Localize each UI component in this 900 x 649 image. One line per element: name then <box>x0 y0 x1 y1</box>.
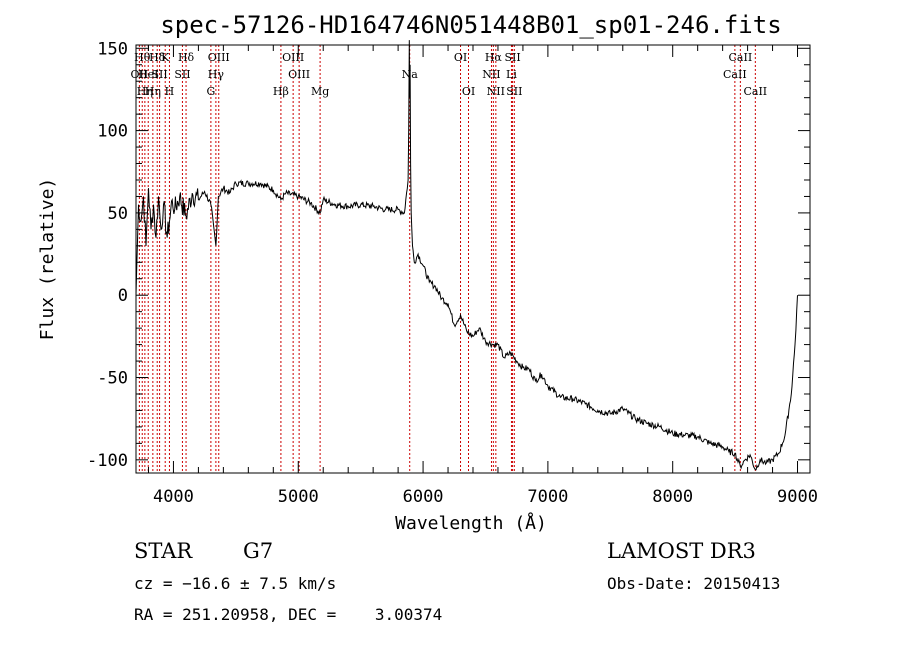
line-marker-label: CaII <box>729 51 753 64</box>
line-marker-label: Hθ <box>134 51 151 64</box>
line-marker-label: OI <box>454 51 467 64</box>
x-tick-label: 7000 <box>527 487 568 507</box>
line-marker-label: SII <box>151 68 167 81</box>
line-marker-label: OIII <box>288 68 310 81</box>
y-tick-label: -100 <box>87 451 128 471</box>
line-marker-label: CaII <box>743 85 767 98</box>
observation-date: Obs-Date: 20150413 <box>607 574 780 593</box>
y-tick-label: -50 <box>97 369 128 389</box>
line-marker-label: SII <box>174 68 190 81</box>
line-marker-label: OII <box>131 68 149 81</box>
line-marker-label: NII <box>487 85 505 98</box>
survey-name: LAMOST DR3 <box>607 539 756 563</box>
line-marker-label: Hη <box>145 85 161 98</box>
y-axis-label: Flux (relative) <box>37 178 58 341</box>
line-marker-label: HeI <box>138 68 158 81</box>
line-marker-label: Hδ <box>178 51 195 64</box>
line-marker-label: Li <box>506 68 517 81</box>
y-tick-label: 50 <box>108 204 128 224</box>
line-marker-label: G <box>206 85 215 98</box>
line-marker-label: NII <box>482 68 500 81</box>
line-marker-label: Mg <box>311 85 329 98</box>
emission-line-markers <box>138 45 756 473</box>
emission-line-labels: OII Hθ Hη HeI Hη Hδ SII K H SII Hδ G Hγ OIII Hβ OIII OII… <box>131 51 768 98</box>
x-tick-label: 9000 <box>777 487 818 507</box>
line-marker-label: H <box>165 85 175 98</box>
x-tick-label: 5000 <box>278 487 319 507</box>
x-tick-label: 4000 <box>153 487 194 507</box>
line-marker-label: CaII <box>723 68 747 81</box>
line-marker-label: Hδ <box>149 51 166 64</box>
line-marker-label: SII <box>506 85 522 98</box>
y-tick-label: 0 <box>118 286 128 306</box>
x-axis-label: Wavelength (Å) <box>395 512 547 534</box>
x-tick-label: 6000 <box>403 487 444 507</box>
line-marker-label: OIII <box>282 51 304 64</box>
line-marker-label: Hα <box>485 51 503 64</box>
line-marker-label: OI <box>462 85 475 98</box>
line-marker-label: Hη <box>137 85 153 98</box>
line-marker-label: K <box>161 51 170 64</box>
x-tick-label: 8000 <box>652 487 693 507</box>
line-marker-label: OIII <box>208 51 230 64</box>
object-subclass: G7 <box>243 539 273 563</box>
redshift-velocity: cz = −16.6 ± 7.5 km/s <box>134 574 336 593</box>
spectrum-line <box>135 40 798 471</box>
line-marker-label: SII <box>504 51 520 64</box>
object-class: STAR <box>134 539 193 563</box>
plot-frame <box>135 44 811 474</box>
y-axis-ticks: -100 -50 0 50 100 150 <box>87 39 810 471</box>
y-tick-label: 150 <box>97 39 128 59</box>
x-axis-ticks: 4000 5000 6000 7000 8000 9000 <box>147 45 818 507</box>
ra-dec-coordinates: RA = 251.20958, DEC = 3.00374 <box>134 605 442 624</box>
y-tick-label: 100 <box>97 122 128 142</box>
chart-title: spec-57126-HD164746N051448B01_sp01-246.f… <box>160 11 781 39</box>
line-marker-label: Hβ <box>273 85 289 98</box>
line-marker-label: Hγ <box>208 68 225 81</box>
